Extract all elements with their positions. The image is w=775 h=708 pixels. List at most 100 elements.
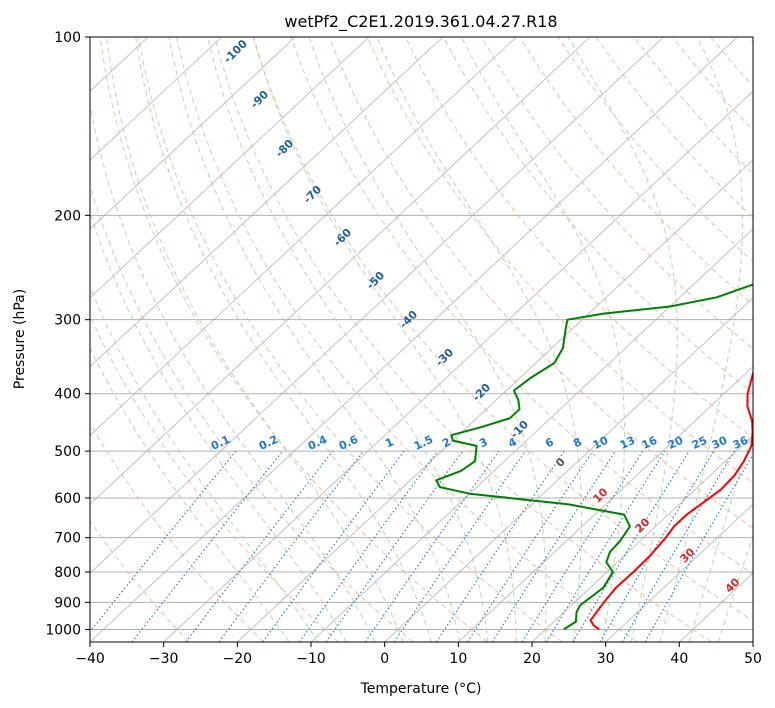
mixing-ratio-line [521,450,644,642]
y-tick-label: 1000 [45,622,81,638]
isotherm-line [384,297,753,642]
x-tick-label: 30 [597,651,615,667]
dry-adiabat-line [366,37,753,484]
moist-adiabat-line [659,37,744,642]
y-axis-label: Pressure (hPa) [12,289,28,389]
dry-adiabat-label: -30 [433,346,456,369]
y-tick-label: 700 [54,531,81,547]
dry-adiabat-line [90,183,414,642]
y-tick-label: 200 [54,208,81,224]
moist-adiabat-line [376,37,582,642]
isotherm-line [310,228,753,642]
dry-adiabat-label: -100 [221,37,250,66]
isotherm-line [90,37,296,230]
dry-adiabat-label: -40 [397,308,420,331]
annotations: 0.1 0.2 0.4 0.6 1 1.5 2 3 4 6 8 10 13 16 20 25 30 36-100-… [209,37,751,596]
mixing-ratio-label: 30 [710,434,730,452]
isotherm-line [90,37,222,161]
y-tick-label: 900 [54,595,81,611]
mixing-ratio-line [90,450,237,633]
dry-adiabat-line [90,314,339,642]
moist-adiabat-line [308,37,547,642]
mixing-ratio-label: 10 [591,434,611,452]
mixing-ratio-label: 25 [690,434,709,452]
dry-adiabat-line [481,37,753,350]
mixing-ratio-line [572,450,690,642]
dry-adiabat-line [176,37,638,642]
moist-adiabat-line [207,37,489,642]
dry-adiabat-line [633,37,753,175]
plot-frame [89,36,754,643]
x-tick-label: −30 [149,651,179,667]
mixing-ratio-line [491,450,616,642]
temperature-profile-line [589,370,753,631]
dry-adiabat-line [90,520,190,642]
moist-adiabat-line [168,37,461,642]
dry-adiabat-line [137,37,563,642]
dry-adiabat-line [214,37,712,642]
mixing-ratio-line [364,450,500,642]
dry-adiabat-line [519,37,753,306]
isotherm-line [752,641,753,642]
isotherm-line [90,37,517,437]
mixing-ratio-label: 0.6 [337,433,360,453]
mixing-ratio-label: 8 [571,435,583,450]
isotherm-line [90,37,591,505]
x-tick-label: −40 [75,651,105,667]
x-tick-label: 0 [380,651,389,667]
y-tick-label: 600 [54,491,81,507]
dry-adiabat-line [252,37,753,622]
mixing-ratio-line [545,450,666,642]
mixing-ratio-label: 3 [477,435,489,450]
x-tick-label: 10 [449,651,467,667]
mixing-ratio-line [218,450,364,642]
mixing-ratio-line [262,450,405,642]
mixing-ratio-line [435,450,565,642]
x-axis-label: Temperature (°C) [360,681,482,697]
mixing-ratio-label: 0.1 [209,433,232,453]
dry-adiabat-line [99,37,488,642]
mixing-ratio-line [185,450,334,642]
isotherm-line [458,366,753,642]
dry-adiabat-label: 40 [723,575,743,595]
mixing-ratio-label: 20 [666,434,686,452]
moist-adiabat-line [90,210,347,642]
moist-adiabat-line [106,37,404,642]
mixing-ratio-label: 36 [731,434,751,452]
x-tick-label: 40 [670,651,688,667]
mixing-ratio-label: 16 [640,434,660,452]
moist-adiabat-line [90,285,319,642]
isotherm-line [531,434,753,642]
y-tick-label: 400 [54,387,81,403]
isotherm-line [90,37,664,574]
dry-adiabat-line [405,37,753,439]
dewpoint-profile-line [435,283,753,631]
moist-adiabat-line [717,534,753,642]
mixing-ratio-line [644,453,753,642]
dry-adiabat-label: 0 [553,455,568,470]
dry-adiabat-line [290,37,753,575]
y-tick-label: 800 [54,565,81,581]
y-tick-label: 500 [54,444,81,460]
moist-adiabat-line [90,101,376,642]
y-tick-label: 300 [54,313,81,329]
mixing-ratio-line [298,450,439,642]
dry-adiabat-line [710,37,753,87]
dry-adiabat-label: -90 [248,88,271,111]
isotherm-line [90,37,370,299]
mixing-ratio-label: 0.4 [306,433,329,453]
isotherm-line [90,37,443,368]
mixing-ratio-line [325,450,464,642]
mixing-ratio-line [393,450,526,642]
dry-adiabat-line [328,37,753,529]
dry-adiabat-label: -80 [273,137,296,160]
dry-adiabat-label: -70 [301,183,324,206]
x-tick-label: −10 [296,651,326,667]
x-tick-label: 20 [523,651,541,667]
y-tick-label: 100 [54,30,81,46]
mixing-ratio-line [131,450,284,642]
mixing-ratio-label: 13 [618,434,637,452]
mixing-ratio-label: 6 [543,435,556,450]
x-tick-label: 50 [744,651,762,667]
